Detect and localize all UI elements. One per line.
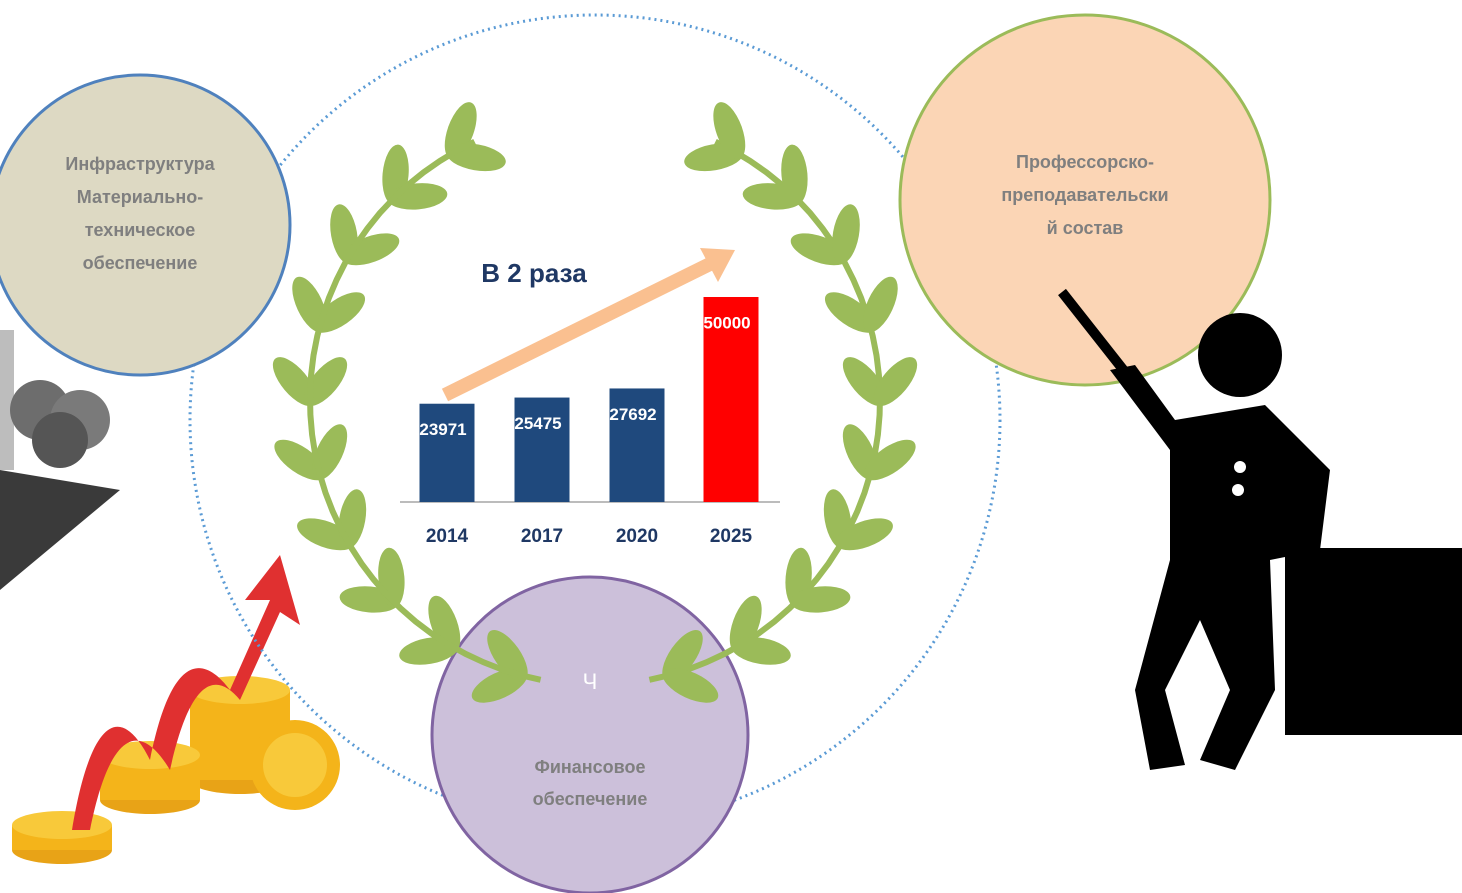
leaf — [873, 357, 918, 407]
bar-chart: В 2 раза 23971 2014 25475 2017 27692 2020 50000… — [400, 248, 780, 547]
leaf — [312, 424, 348, 480]
value-label: 23971 — [419, 420, 466, 439]
category-label: 2025 — [710, 526, 753, 547]
category-label: 2014 — [426, 526, 469, 547]
teacher-silhouette — [1058, 288, 1462, 770]
leaf — [790, 233, 848, 266]
annotation: В 2 раза — [481, 258, 587, 288]
building-image — [0, 330, 120, 590]
trend-arrow-head — [700, 248, 735, 282]
infrastructure-label: Инфраструктура — [65, 154, 215, 174]
coins-image — [12, 555, 340, 864]
staff-label: Профессорско- — [1016, 152, 1154, 172]
infrastructure-label: обеспечение — [83, 253, 198, 273]
leaf — [790, 586, 851, 613]
leaf — [729, 595, 762, 653]
leaf — [832, 204, 860, 264]
infrastructure-label: техническое — [85, 220, 196, 240]
finance-circle — [430, 575, 750, 893]
wreath-stem — [306, 139, 542, 683]
finance-label: Финансовое — [534, 757, 645, 777]
leaf — [444, 102, 477, 160]
leaf — [297, 518, 355, 551]
leaf — [428, 595, 461, 653]
outer-ring — [188, 13, 1002, 827]
wreath-stem — [648, 139, 884, 683]
trend-arrow — [441, 256, 716, 402]
bar — [419, 403, 475, 502]
laurel-wreath — [272, 102, 918, 703]
leaf — [713, 102, 746, 160]
infrastructure-circle — [0, 73, 292, 377]
leaf — [835, 518, 893, 551]
finance-mark: Ч — [583, 669, 598, 694]
bar — [703, 297, 759, 502]
circle-labels: Инфраструктура Материально-техническое обе… — [65, 152, 1168, 809]
leaf — [303, 357, 348, 407]
infrastructure-label: Материально- — [77, 187, 203, 207]
leaf — [662, 668, 719, 703]
leaf — [487, 629, 528, 682]
staff-label: преподавательски — [1001, 185, 1168, 205]
bar — [609, 388, 665, 502]
leaf — [731, 637, 791, 665]
finance-label: обеспечение — [533, 789, 648, 809]
value-label: 27692 — [609, 405, 656, 424]
leaf — [313, 292, 366, 333]
category-label: 2017 — [521, 526, 563, 547]
leaf — [342, 233, 400, 266]
leaf — [863, 276, 898, 333]
leaf — [781, 144, 808, 205]
leaf — [864, 439, 916, 481]
staff-circle — [898, 13, 1272, 387]
bar — [514, 397, 570, 502]
category-label: 2020 — [616, 526, 658, 547]
value-label: 25475 — [514, 414, 561, 433]
value-label: 50000 — [703, 313, 750, 332]
staff-label: й состав — [1047, 218, 1124, 238]
